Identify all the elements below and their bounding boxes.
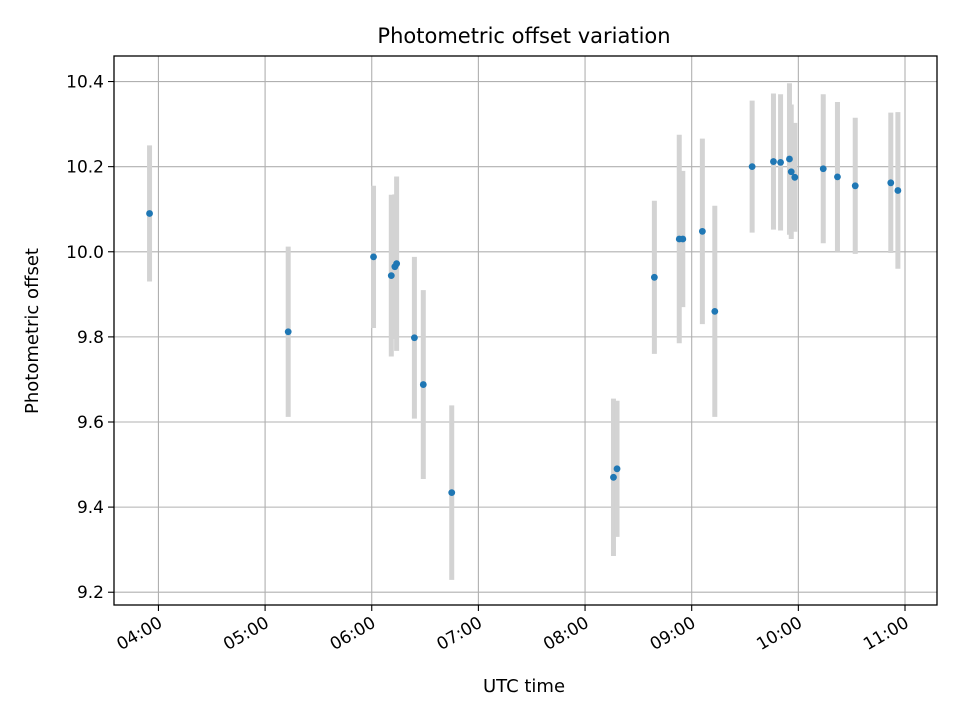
y-tick-label: 9.4 [77,498,104,518]
x-axis-label: UTC time [483,676,565,697]
grid-lines [114,56,937,605]
y-axis: 9.2 9.4 9.6 9.8 10.0 10.2 10.4 [66,73,114,603]
data-point [851,182,859,190]
data-point [819,165,827,173]
data-point [894,187,902,194]
y-tick-label: 9.6 [77,413,104,433]
data-point [787,168,795,176]
data-points [146,155,902,497]
data-point [786,155,793,163]
y-axis-label: Photometric offset [22,248,43,414]
data-point [791,173,799,181]
data-point [650,273,658,281]
data-point [770,158,777,165]
data-point [613,465,621,473]
data-point [448,489,456,497]
data-point [411,334,418,342]
chart-title: Photometric offset variation [377,24,670,48]
y-tick-label: 10.4 [66,73,104,93]
data-point [834,173,841,181]
data-point [679,235,687,243]
data-point [748,163,756,171]
plot-area-frame [113,55,938,606]
y-tick-label: 10.2 [66,158,104,178]
y-tick-label: 9.2 [77,583,104,603]
data-point [711,307,719,315]
data-point [284,328,292,336]
data-point [419,381,427,388]
y-tick-label: 10.0 [66,243,104,263]
data-point [387,272,395,279]
data-point [887,179,895,187]
data-point [393,260,401,268]
y-tick-label: 9.8 [77,328,104,348]
data-point [370,253,377,261]
data-point [698,227,706,235]
data-point [777,158,784,166]
data-point [610,473,617,481]
data-point [146,210,153,217]
